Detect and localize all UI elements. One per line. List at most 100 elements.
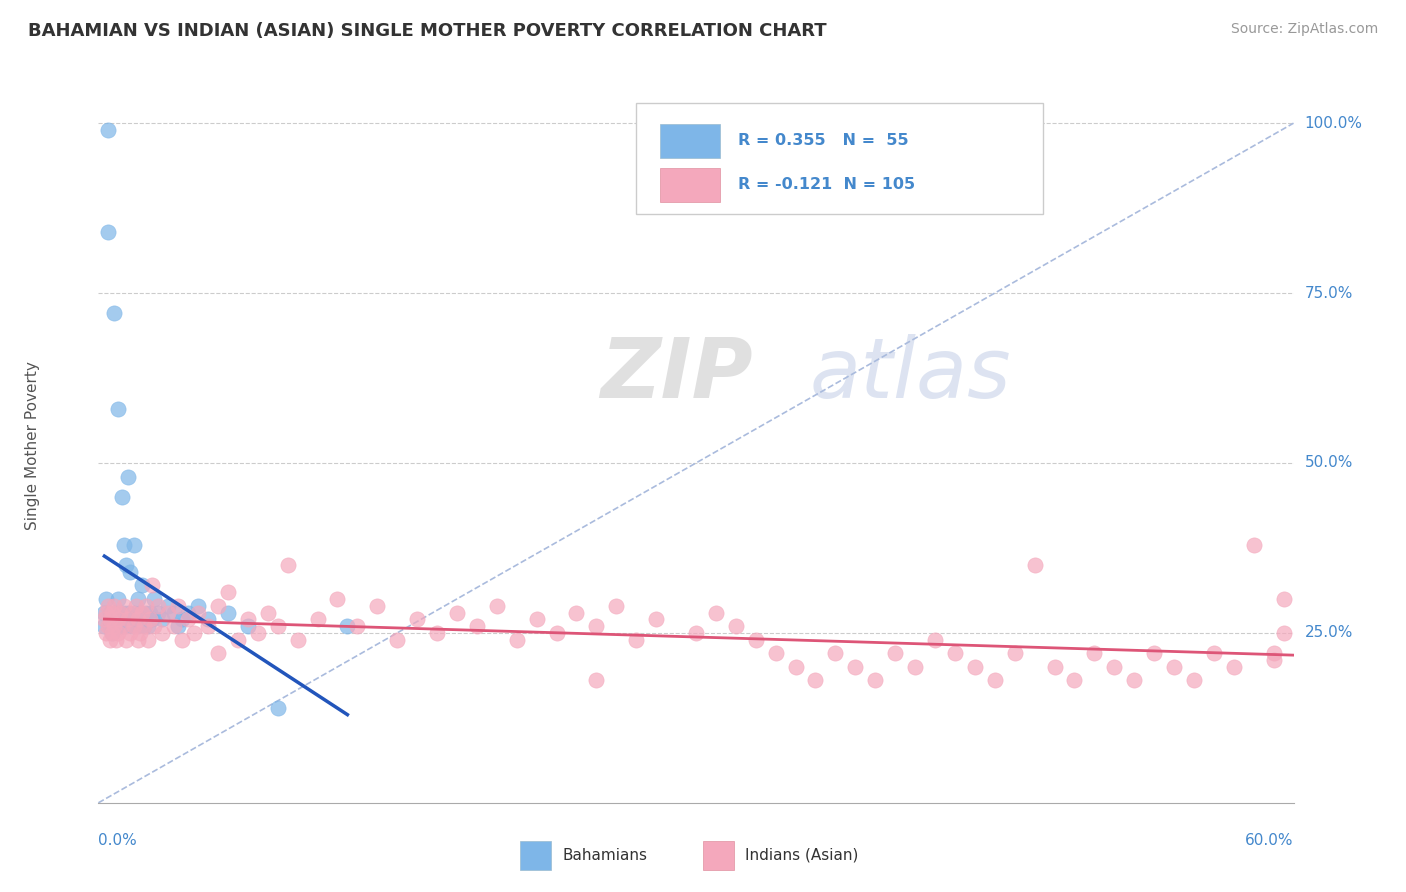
Point [121,619,143,633]
Point [226,632,249,647]
Point [187,606,209,620]
Point [112,599,135,613]
Point [107,612,129,626]
Text: 50.0%: 50.0% [1305,456,1353,470]
Point [685,626,707,640]
Point [336,619,359,633]
Text: ZIP: ZIP [600,334,754,415]
Point [197,612,219,626]
Point [1004,646,1026,660]
Point [585,673,607,688]
Point [125,599,148,613]
Point [366,599,388,613]
Point [624,632,647,647]
Point [157,599,180,613]
Point [585,619,607,633]
Point [645,612,668,626]
Point [103,599,125,613]
Point [904,660,927,674]
Point [124,606,146,620]
Point [217,585,239,599]
Point [141,578,163,592]
Point [120,612,142,626]
Point [139,612,162,626]
Point [1263,653,1285,667]
Point [1182,673,1205,688]
Point [287,632,309,647]
Point [605,599,627,613]
Point [98,619,122,633]
Point [136,619,159,633]
Point [105,619,128,633]
Point [157,606,180,620]
Point [143,619,166,633]
Point [127,619,149,633]
Point [1163,660,1185,674]
Point [724,619,747,633]
Point [1024,558,1046,572]
Point [148,599,170,613]
Point [943,646,966,660]
Point [177,612,200,626]
Point [101,626,124,640]
Point [134,619,156,633]
Point [143,591,166,606]
Point [236,612,259,626]
Point [135,612,157,626]
Point [207,599,229,613]
Point [148,606,170,620]
Point [124,537,146,551]
Point [824,646,846,660]
Point [704,606,727,620]
Point [1202,646,1225,660]
Point [177,606,200,620]
Point [236,619,259,633]
Point [131,606,153,620]
Point [1102,660,1125,674]
Point [1083,646,1105,660]
Point [117,612,139,626]
Point [485,599,508,613]
Point [136,632,159,647]
Point [863,673,886,688]
Point [1243,537,1265,551]
Point [110,606,132,620]
Point [207,646,229,660]
FancyBboxPatch shape [661,124,720,158]
Point [96,591,118,606]
Point [167,599,190,613]
Text: R = -0.121  N = 105: R = -0.121 N = 105 [738,178,915,192]
Point [1272,626,1295,640]
Point [115,632,138,647]
Point [884,646,907,660]
Point [120,626,142,640]
Point [217,606,239,620]
Point [111,619,134,633]
Text: 0.0%: 0.0% [98,833,138,848]
Point [107,591,129,606]
Point [103,306,125,320]
Point [150,626,173,640]
Point [115,558,138,572]
Point [121,606,143,620]
Point [110,606,132,620]
Text: 75.0%: 75.0% [1305,285,1353,301]
Point [565,606,588,620]
FancyBboxPatch shape [661,169,720,202]
Point [187,599,209,613]
Point [307,612,329,626]
Point [98,612,122,626]
Point [406,612,429,626]
Text: BAHAMIAN VS INDIAN (ASIAN) SINGLE MOTHER POVERTY CORRELATION CHART: BAHAMIAN VS INDIAN (ASIAN) SINGLE MOTHER… [28,22,827,40]
Point [97,225,120,239]
Point [924,632,946,647]
Point [246,626,269,640]
Point [426,626,449,640]
Point [346,619,368,633]
Point [125,612,148,626]
Point [167,619,190,633]
Point [197,619,219,633]
Point [127,612,149,626]
Point [785,660,807,674]
Point [150,612,173,626]
